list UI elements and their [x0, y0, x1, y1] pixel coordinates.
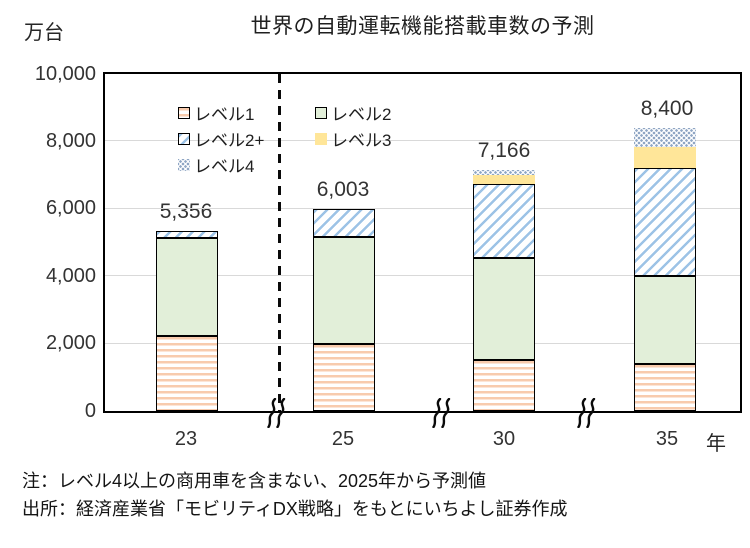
y-tick-label: 6,000 — [45, 197, 96, 220]
legend-swatch-icon — [178, 106, 190, 119]
bar-segment-35-レベル2+ — [634, 168, 696, 277]
x-tick-label-25: 25 — [331, 428, 355, 450]
bar-segment-30-レベル2+ — [473, 183, 535, 258]
gridline-6000 — [105, 207, 740, 209]
bar-total-label-35: 8,400 — [640, 96, 694, 120]
bar-segment-30-レベル1 — [473, 360, 535, 411]
bar-segment-25-レベル1 — [313, 343, 375, 411]
y-axis-unit-label: 万台 — [24, 22, 64, 44]
legend-item-レベル3: レベル3 — [315, 126, 391, 151]
legend-label: レベル2+ — [194, 131, 265, 150]
legend-swatch-icon — [178, 158, 190, 171]
y-tick-label: 8,000 — [45, 129, 96, 152]
bar-segment-30-レベル2 — [473, 257, 535, 361]
bar-segment-23-レベル1 — [156, 335, 218, 411]
y-tick-label: 0 — [84, 399, 96, 422]
legend-swatch-icon — [178, 132, 190, 145]
x-tick-label-23: 23 — [174, 428, 198, 450]
bar-segment-35-レベル4 — [634, 127, 696, 148]
axis-break-icon — [429, 397, 457, 429]
legend-swatch-icon — [315, 106, 327, 119]
axis-break-icon — [264, 397, 292, 429]
note-text: 注：レベル4以上の商用車を含まない、2025年から予測値 — [22, 471, 487, 491]
forecast-divider-line — [278, 74, 281, 411]
gridline-4000 — [105, 275, 740, 277]
bar-segment-35-レベル2 — [634, 276, 696, 364]
legend-label: レベル1 — [194, 105, 255, 124]
bar-segment-30-レベル4 — [473, 169, 535, 176]
legend-label: レベル3 — [331, 131, 392, 150]
axis-break-icon — [574, 397, 602, 429]
chart-title: 世界の自動運転機能搭載車数の予測 — [250, 15, 595, 38]
legend-item-レベル2: レベル2 — [315, 100, 391, 125]
legend-item-レベル1: レベル1 — [178, 100, 254, 125]
bar-total-label-23: 5,356 — [159, 199, 213, 223]
gridline-8000 — [105, 140, 740, 142]
bar-total-label-30: 7,166 — [477, 138, 531, 162]
plot-area: レベル1 レベル2+ レベル4 レベル2 レベル3 — [103, 72, 742, 413]
bar-segment-23-レベル2 — [156, 237, 218, 336]
y-tick-label: 10,000 — [34, 62, 96, 85]
bar-segment-35-レベル3 — [634, 147, 696, 169]
x-tick-label-35: 35 — [655, 428, 679, 450]
x-axis-unit-label: 年 — [706, 433, 726, 455]
x-tick-label-30: 30 — [492, 428, 516, 450]
legend-label: レベル2 — [331, 105, 392, 124]
y-tick-label: 2,000 — [45, 332, 96, 355]
bar-segment-35-レベル1 — [634, 363, 696, 411]
bar-segment-25-レベル2 — [313, 237, 375, 344]
bar-segment-30-レベル3 — [473, 175, 535, 184]
bar-segment-23-レベル2+ — [156, 230, 218, 238]
y-tick-label: 4,000 — [45, 264, 96, 287]
legend-label: レベル4 — [194, 157, 255, 176]
legend-item-レベル4: レベル4 — [178, 152, 254, 177]
bar-total-label-25: 6,003 — [316, 177, 370, 201]
legend-item-レベル2+: レベル2+ — [178, 126, 264, 151]
bar-segment-25-レベル2+ — [313, 208, 375, 238]
legend-swatch-icon — [315, 132, 327, 145]
gridline-2000 — [105, 342, 740, 344]
source-text: 出所：経済産業省「モビリティDX戦略」をもとにいちよし証券作成 — [22, 499, 568, 519]
